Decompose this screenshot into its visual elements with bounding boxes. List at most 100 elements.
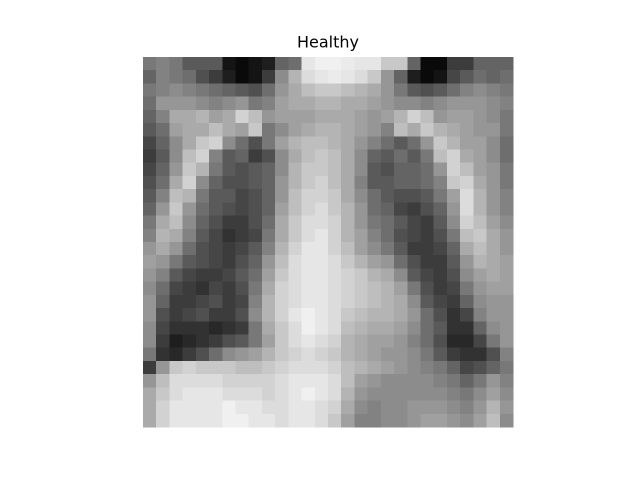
pixel: [169, 374, 184, 388]
pixel: [380, 83, 395, 98]
pixel: [301, 57, 316, 71]
pixel: [354, 228, 369, 243]
pixel: [380, 109, 395, 124]
pixel: [486, 413, 501, 428]
pixel: [446, 57, 461, 71]
pixel: [222, 175, 236, 190]
pixel: [261, 70, 276, 84]
pixel: [261, 413, 276, 428]
pixel: [156, 162, 170, 177]
pixel: [341, 175, 355, 190]
pixel: [433, 215, 448, 230]
pixel: [473, 202, 488, 217]
pixel: [407, 242, 421, 256]
pixel: [182, 149, 197, 164]
pixel: [420, 228, 435, 243]
pixel: [367, 149, 382, 164]
pixel: [394, 413, 408, 428]
chart-title: Healthy: [297, 33, 359, 52]
pixel: [261, 255, 276, 269]
pixel: [143, 255, 157, 269]
pixel: [261, 175, 276, 190]
pixel: [275, 149, 289, 164]
pixel: [394, 308, 408, 322]
pixel: [446, 294, 461, 309]
pixel: [380, 374, 395, 388]
pixel: [460, 294, 474, 309]
pixel: [235, 347, 250, 362]
pixel: [143, 360, 157, 375]
pixel: [301, 162, 316, 177]
pixel: [143, 308, 157, 322]
pixel: [473, 255, 488, 269]
pixel: [446, 109, 461, 124]
pixel: [341, 374, 355, 388]
pixel: [301, 268, 316, 283]
pixel: [407, 96, 421, 111]
pixel: [433, 162, 448, 177]
pixel: [195, 294, 210, 309]
pixel: [235, 413, 250, 428]
pixel: [235, 96, 250, 111]
pixel: [169, 400, 184, 415]
pixel: [156, 387, 170, 402]
pixel: [499, 96, 514, 111]
pixel: [314, 387, 329, 402]
pixel: [407, 228, 421, 243]
pixel: [407, 215, 421, 230]
pixel: [222, 228, 236, 243]
pixel: [460, 96, 474, 111]
pixel: [433, 413, 448, 428]
pixel: [328, 83, 342, 98]
pixel: [394, 242, 408, 256]
pixel: [380, 242, 395, 256]
pixel: [407, 70, 421, 84]
pixel: [433, 175, 448, 190]
pixel: [314, 360, 329, 375]
pixel: [328, 228, 342, 243]
pixel: [407, 387, 421, 402]
pixel: [314, 294, 329, 309]
pixel: [209, 413, 223, 428]
pixel: [248, 189, 263, 203]
pixel: [354, 334, 369, 349]
pixel: [288, 334, 303, 349]
pixel: [169, 242, 184, 256]
pixel: [275, 215, 289, 230]
pixel: [261, 202, 276, 217]
pixel: [380, 334, 395, 349]
pixel: [169, 334, 184, 349]
pixel: [407, 308, 421, 322]
pixel: [182, 268, 197, 283]
pixel: [169, 70, 184, 84]
pixel: [407, 347, 421, 362]
pixel: [195, 189, 210, 203]
pixel: [367, 123, 382, 137]
pixel: [354, 294, 369, 309]
pixel: [314, 96, 329, 111]
pixel: [156, 136, 170, 150]
pixel: [499, 189, 514, 203]
pixel: [354, 321, 369, 335]
pixel: [195, 334, 210, 349]
pixel: [433, 123, 448, 137]
pixel: [209, 162, 223, 177]
pixel: [394, 83, 408, 98]
pixel: [499, 255, 514, 269]
pixel: [328, 242, 342, 256]
pixel: [380, 294, 395, 309]
pixel: [433, 96, 448, 111]
pixel: [380, 162, 395, 177]
pixel: [288, 202, 303, 217]
pixel: [182, 255, 197, 269]
pixel: [367, 400, 382, 415]
pixel: [420, 189, 435, 203]
pixel: [156, 294, 170, 309]
pixel: [460, 136, 474, 150]
pixel: [486, 162, 501, 177]
pixel: [446, 400, 461, 415]
pixel: [301, 255, 316, 269]
pixel: [275, 109, 289, 124]
pixel: [301, 109, 316, 124]
pixel: [446, 334, 461, 349]
